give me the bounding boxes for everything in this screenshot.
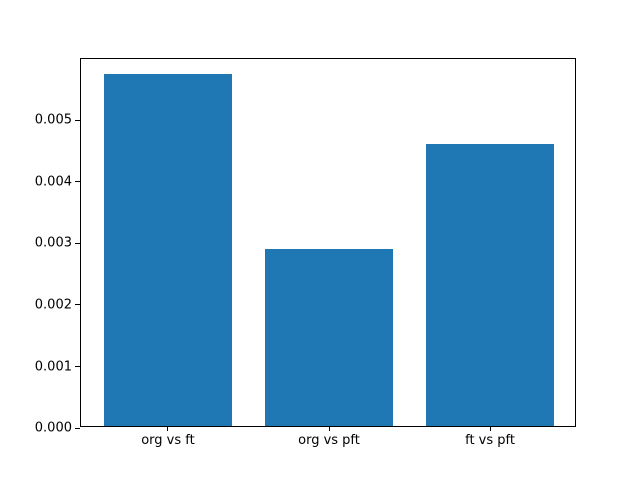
- y-axis-tick-mark: [75, 242, 80, 244]
- y-axis-tick-mark: [75, 119, 80, 121]
- y-axis-tick-label: 0.002: [34, 297, 72, 313]
- y-axis-tick-label: 0.000: [34, 420, 72, 436]
- x-axis-tick-label: org vs pft: [298, 433, 360, 449]
- x-axis-tick-label: org vs ft: [141, 433, 195, 449]
- y-axis-tick-mark: [75, 427, 80, 429]
- bar-ft-vs-pft: [425, 144, 555, 427]
- y-axis-tick-label: 0.001: [34, 359, 72, 375]
- y-axis-tick-mark: [75, 366, 80, 368]
- bar-org-vs-ft: [103, 74, 233, 427]
- y-axis-tick-mark: [75, 181, 80, 183]
- y-axis-tick-label: 0.005: [34, 112, 72, 128]
- y-axis-tick-label: 0.004: [34, 174, 72, 190]
- x-axis-tick-label: ft vs pft: [465, 433, 515, 449]
- x-axis-tick-mark: [489, 426, 491, 432]
- y-axis-tick-label: 0.003: [34, 235, 72, 251]
- y-axis-tick-mark: [75, 304, 80, 306]
- x-axis-tick-mark: [167, 426, 169, 432]
- x-axis-tick-mark: [328, 426, 330, 432]
- bar-org-vs-pft: [264, 248, 394, 427]
- plot-area: 0.000 0.001 0.002 0.003 0.004 0.005 org vs ft o…: [35, 57, 576, 447]
